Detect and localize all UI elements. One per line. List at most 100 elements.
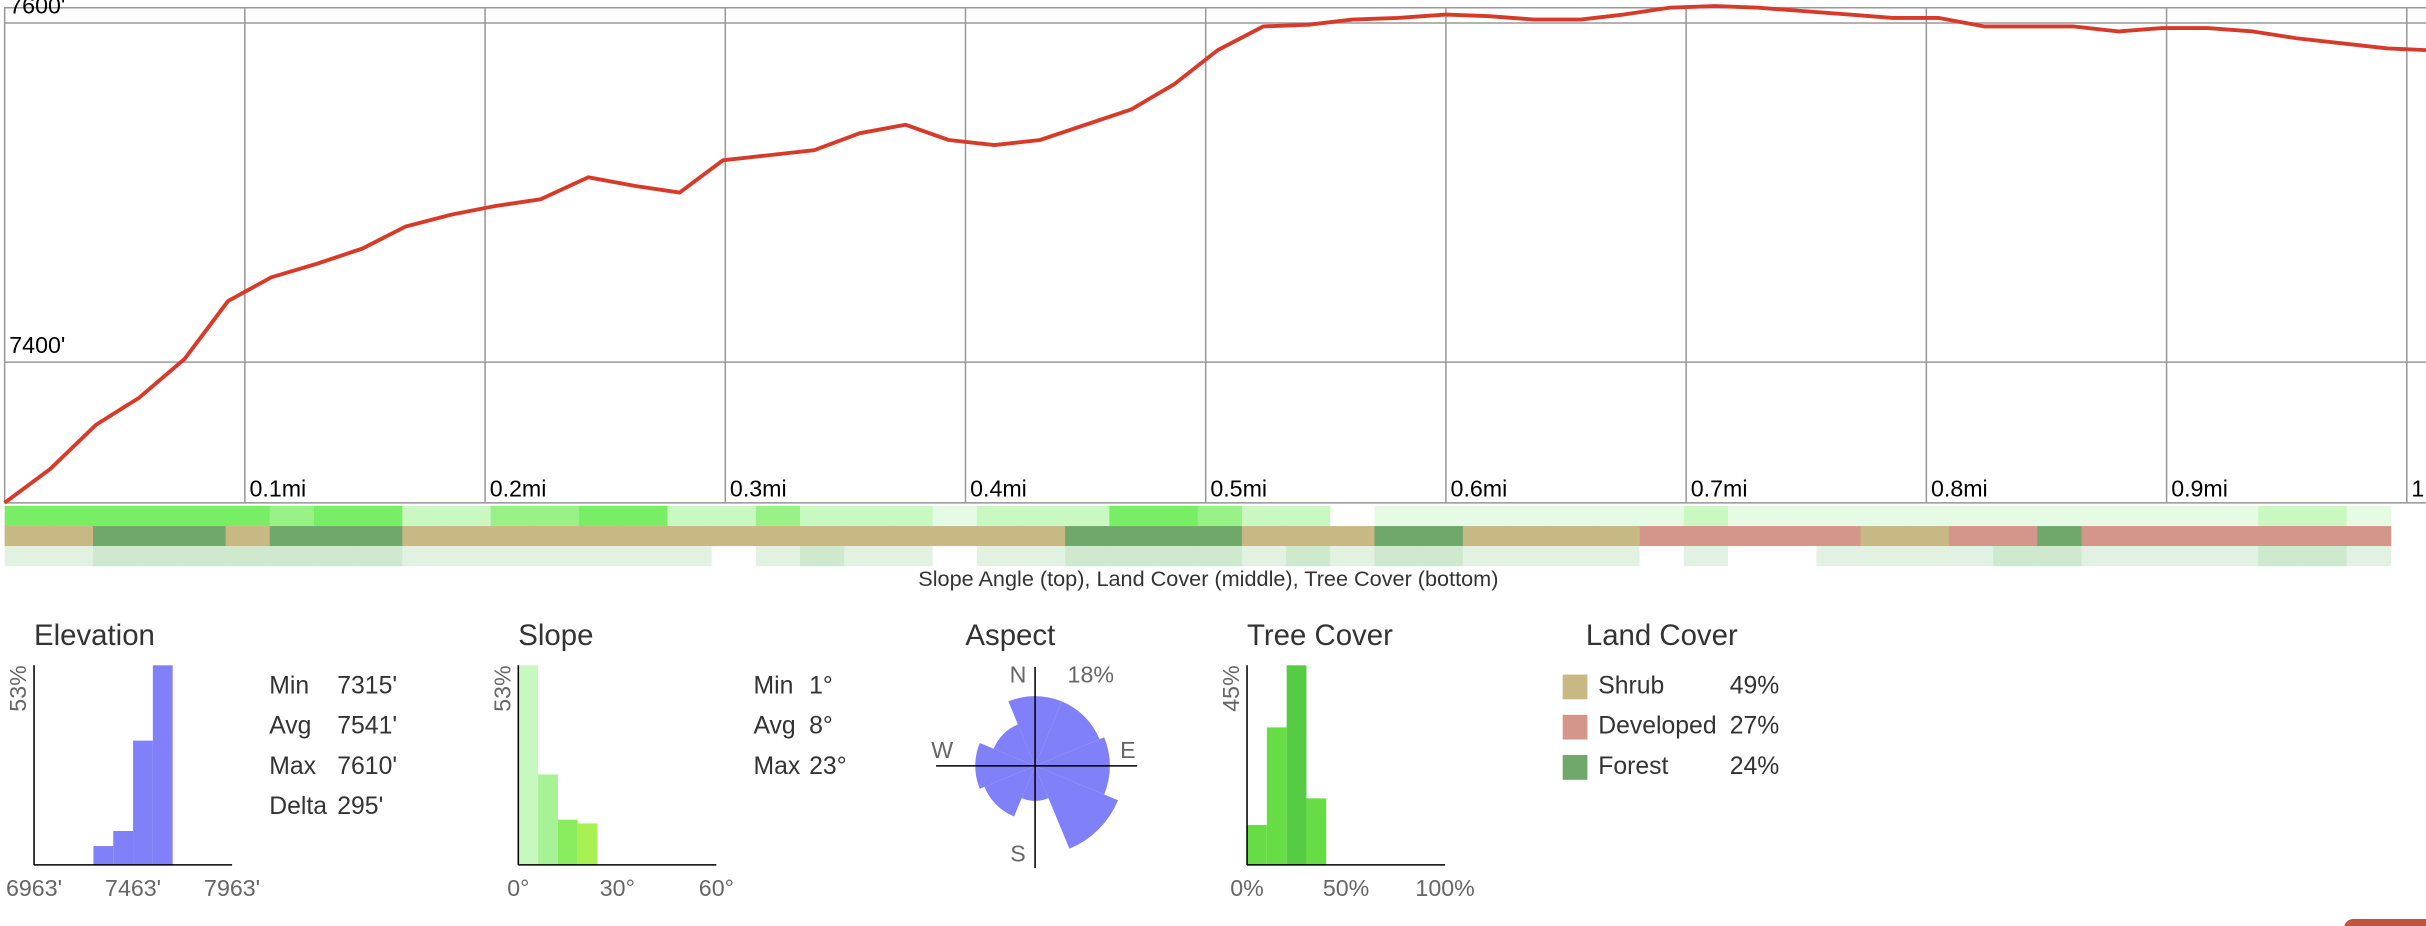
strip-cell bbox=[2258, 546, 2303, 567]
legend-value: 27% bbox=[1730, 713, 1780, 740]
panel-title: Slope bbox=[518, 619, 593, 652]
strip-cell bbox=[313, 505, 359, 527]
strip-cell bbox=[2037, 546, 2082, 567]
strip-cell bbox=[1197, 505, 1243, 527]
strip-cell bbox=[1330, 505, 1375, 527]
strip-cell bbox=[2169, 546, 2215, 567]
strip-cell bbox=[1993, 546, 2038, 567]
legend-swatch bbox=[1562, 714, 1588, 740]
strip-cell bbox=[1551, 526, 1596, 547]
strip-cell bbox=[976, 526, 1022, 547]
strip-cell bbox=[1816, 526, 1861, 547]
x-tick-label: 0.2mi bbox=[490, 476, 547, 502]
strip-cell bbox=[93, 505, 138, 527]
strip-cell bbox=[4, 546, 50, 567]
strip-cell bbox=[1374, 505, 1420, 527]
strip-cell bbox=[4, 526, 50, 547]
strip-cell bbox=[755, 546, 801, 567]
strip-cell bbox=[888, 546, 934, 567]
strip-cell bbox=[1418, 505, 1464, 527]
strip-cell bbox=[1904, 526, 1950, 547]
strip-cell bbox=[1948, 546, 1994, 567]
histogram-bar bbox=[518, 665, 539, 865]
strip-cell bbox=[269, 546, 315, 567]
x-tick-label: 50% bbox=[1323, 875, 1369, 901]
strip-cell bbox=[623, 526, 668, 547]
strip-cell bbox=[1860, 505, 1906, 527]
strip-cell bbox=[2214, 546, 2259, 567]
strip-cell bbox=[1860, 546, 1906, 567]
strip-cell bbox=[2346, 546, 2392, 567]
y-tick-label: 7600' bbox=[9, 0, 65, 19]
strip-cell bbox=[800, 526, 845, 547]
strip-cell bbox=[1772, 505, 1817, 527]
strip-cell bbox=[1462, 526, 1508, 547]
strip-cell bbox=[1286, 526, 1331, 547]
strip-cell bbox=[93, 546, 138, 567]
strip-cell bbox=[1551, 505, 1596, 527]
strip-cell bbox=[1816, 505, 1861, 527]
strip-cell bbox=[490, 526, 536, 547]
x-tick-label: 6963' bbox=[6, 875, 62, 901]
strip-cell bbox=[181, 526, 227, 547]
strip-cell bbox=[1772, 546, 1817, 567]
strip-cell bbox=[976, 505, 1022, 527]
strip-cell bbox=[1109, 546, 1154, 567]
strip-cell bbox=[2081, 526, 2127, 547]
strip-cell bbox=[579, 546, 624, 567]
strip-cell bbox=[1286, 505, 1331, 527]
stat-value: 8° bbox=[809, 713, 833, 740]
direction-label: W bbox=[931, 737, 953, 763]
strip-cell bbox=[1020, 526, 1066, 547]
strip-cell bbox=[1241, 505, 1287, 527]
strip-cell bbox=[1330, 546, 1375, 567]
strip-cell bbox=[48, 526, 94, 547]
legend-value: 49% bbox=[1730, 672, 1780, 699]
strip-cell bbox=[1418, 546, 1464, 567]
strip-cell bbox=[667, 546, 713, 567]
strip-cell bbox=[1904, 546, 1950, 567]
stat-label: Min bbox=[753, 672, 793, 699]
stat-label: Max bbox=[269, 753, 316, 780]
strip-cell bbox=[2169, 526, 2215, 547]
histogram-bar bbox=[577, 823, 598, 865]
x-tick-label: 0.8mi bbox=[1931, 476, 1988, 502]
elevation-line bbox=[3, 4, 2426, 505]
strip-cell bbox=[1065, 505, 1110, 527]
aspect-wedge bbox=[1035, 701, 1100, 766]
histogram-bar bbox=[1247, 824, 1267, 865]
strip-cell bbox=[667, 526, 713, 547]
strip-cell bbox=[976, 546, 1022, 567]
panel-title: Aspect bbox=[965, 619, 1055, 652]
strip-cell bbox=[2258, 526, 2303, 547]
panel-title: Tree Cover bbox=[1247, 619, 1393, 652]
strip-cell bbox=[446, 526, 492, 547]
strip-cell bbox=[1683, 526, 1729, 547]
strip-cell bbox=[2037, 505, 2082, 527]
strip-cell bbox=[844, 546, 889, 567]
strip-cell bbox=[579, 526, 624, 547]
strip-cell bbox=[1109, 505, 1154, 527]
x-tick-label: 60° bbox=[699, 875, 734, 901]
strip-cell bbox=[534, 546, 580, 567]
strip-cell bbox=[1727, 505, 1773, 527]
strip-cell bbox=[2081, 546, 2127, 567]
aspect-wedge bbox=[1035, 765, 1118, 849]
histogram-bar bbox=[1306, 798, 1327, 865]
strip-cell bbox=[800, 505, 845, 527]
strip-cell bbox=[1639, 546, 1685, 567]
legend-label: Shrub bbox=[1598, 672, 1664, 699]
strip-cell bbox=[358, 526, 403, 547]
strip-cell bbox=[932, 526, 978, 547]
strip-cell bbox=[1507, 526, 1552, 547]
panel-title: Land Cover bbox=[1586, 619, 1738, 652]
strip-cell bbox=[1153, 505, 1199, 527]
strip-cell bbox=[711, 526, 757, 547]
strip-cell bbox=[711, 505, 757, 527]
button[interactable] bbox=[2344, 919, 2426, 926]
strip-cell bbox=[534, 526, 580, 547]
strip-cell bbox=[2302, 505, 2348, 527]
strip-cell bbox=[2037, 526, 2082, 547]
strip-cell bbox=[402, 546, 447, 567]
strip-cell bbox=[1727, 546, 1773, 567]
